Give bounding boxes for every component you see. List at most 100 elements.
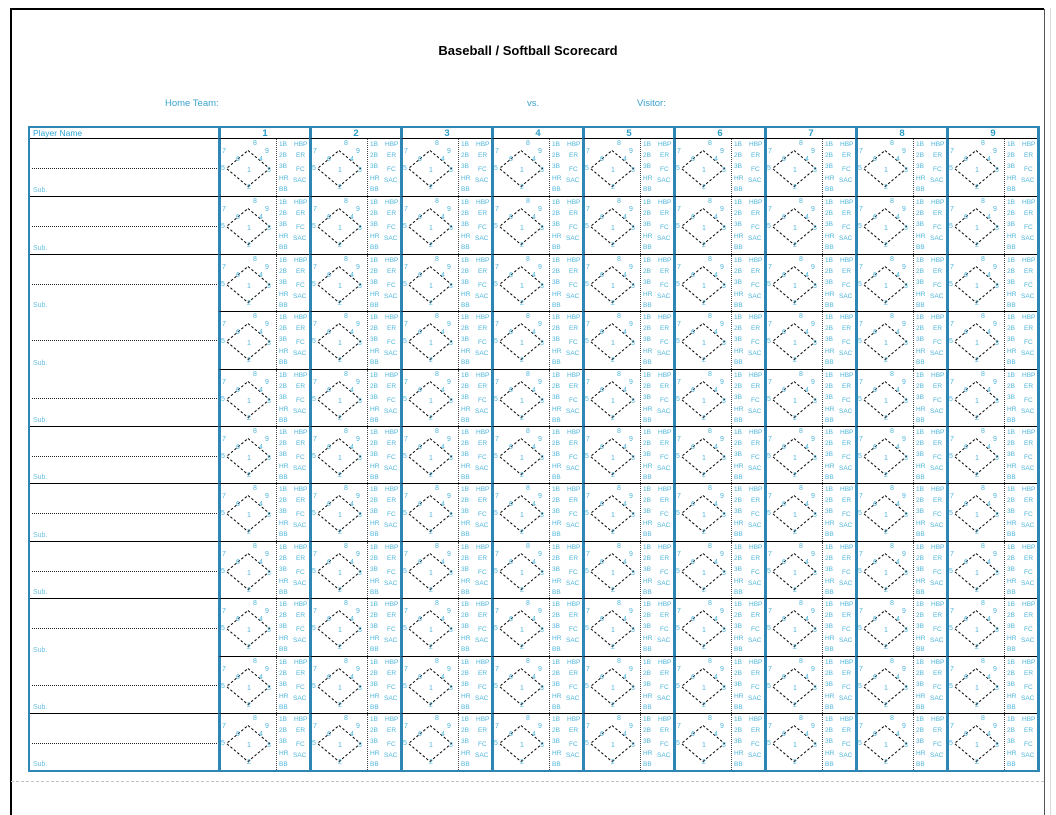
scoring-cell-5-6[interactable]: 8 7 9 6 4 5 3 1 2 1B 2B 3B HR BB HBP ER FC SAC — [673, 368, 764, 426]
scoring-cell-3-1[interactable]: 8 7 9 6 4 5 3 1 2 1B 2B 3B HR BB HBP ER FC SAC — [218, 253, 309, 312]
player-name-cell-10[interactable]: Sub. — [30, 655, 218, 713]
scoring-cell-9-3[interactable]: 8 7 9 6 4 5 3 1 2 1B 2B 3B HR BB HBP ER FC SAC — [400, 598, 491, 656]
scoring-cell-2-4[interactable]: 8 7 9 6 4 5 3 1 2 1B 2B 3B HR BB HBP ER FC SAC — [491, 196, 582, 254]
scoring-cell-5-9[interactable]: 8 7 9 6 4 5 3 1 2 1B 2B 3B HR BB HBP ER FC SAC — [946, 368, 1037, 426]
scoring-cell-6-1[interactable]: 8 7 9 6 4 5 3 1 2 1B 2B 3B HR BB HBP ER FC SAC — [218, 425, 309, 484]
scoring-cell-2-1[interactable]: 8 7 9 6 4 5 3 1 2 1B 2B 3B HR BB HBP ER FC SAC — [218, 196, 309, 254]
scoring-cell-4-3[interactable]: 8 7 9 6 4 5 3 1 2 1B 2B 3B HR BB HBP ER FC SAC — [400, 311, 491, 369]
scoring-cell-6-6[interactable]: 8 7 9 6 4 5 3 1 2 1B 2B 3B HR BB HBP ER FC SAC — [673, 425, 764, 484]
scoring-cell-5-2[interactable]: 8 7 9 6 4 5 3 1 2 1B 2B 3B HR BB HBP ER FC SAC — [309, 368, 400, 426]
scoring-cell-10-1[interactable]: 8 7 9 6 4 5 3 1 2 1B 2B 3B HR BB HBP ER FC SAC — [218, 655, 309, 713]
scoring-cell-4-1[interactable]: 8 7 9 6 4 5 3 1 2 1B 2B 3B HR BB HBP ER FC SAC — [218, 311, 309, 369]
player-name-cell-6[interactable]: Sub. — [30, 425, 218, 484]
player-name-cell-5[interactable]: Sub. — [30, 368, 218, 426]
scoring-cell-2-6[interactable]: 8 7 9 6 4 5 3 1 2 1B 2B 3B HR BB HBP ER FC SAC — [673, 196, 764, 254]
scoring-cell-2-5[interactable]: 8 7 9 6 4 5 3 1 2 1B 2B 3B HR BB HBP ER FC SAC — [582, 196, 673, 254]
scoring-cell-8-7[interactable]: 8 7 9 6 4 5 3 1 2 1B 2B 3B HR BB HBP ER FC SAC — [764, 540, 855, 599]
scoring-cell-2-8[interactable]: 8 7 9 6 4 5 3 1 2 1B 2B 3B HR BB HBP ER FC SAC — [855, 196, 946, 254]
scoring-cell-4-8[interactable]: 8 7 9 6 4 5 3 1 2 1B 2B 3B HR BB HBP ER FC SAC — [855, 311, 946, 369]
scoring-cell-4-5[interactable]: 8 7 9 6 4 5 3 1 2 1B 2B 3B HR BB HBP ER FC SAC — [582, 311, 673, 369]
scoring-cell-5-4[interactable]: 8 7 9 6 4 5 3 1 2 1B 2B 3B HR BB HBP ER FC SAC — [491, 368, 582, 426]
scoring-cell-2-9[interactable]: 8 7 9 6 4 5 3 1 2 1B 2B 3B HR BB HBP ER FC SAC — [946, 196, 1037, 254]
scoring-cell-11-6[interactable]: 8 7 9 6 4 5 3 1 2 1B 2B 3B HR BB HBP ER FC SAC — [673, 712, 764, 771]
scoring-cell-9-7[interactable]: 8 7 9 6 4 5 3 1 2 1B 2B 3B HR BB HBP ER FC SAC — [764, 598, 855, 656]
scoring-cell-10-3[interactable]: 8 7 9 6 4 5 3 1 2 1B 2B 3B HR BB HBP ER FC SAC — [400, 655, 491, 713]
scoring-cell-7-8[interactable]: 8 7 9 6 4 5 3 1 2 1B 2B 3B HR BB HBP ER FC SAC — [855, 483, 946, 541]
scoring-cell-1-2[interactable]: 8 7 9 6 4 5 3 1 2 1B 2B 3B HR BB HBP ER FC SAC — [309, 139, 400, 197]
scoring-cell-8-2[interactable]: 8 7 9 6 4 5 3 1 2 1B 2B 3B HR BB HBP ER FC SAC — [309, 540, 400, 599]
scoring-cell-4-4[interactable]: 8 7 9 6 4 5 3 1 2 1B 2B 3B HR BB HBP ER FC SAC — [491, 311, 582, 369]
scoring-cell-10-6[interactable]: 8 7 9 6 4 5 3 1 2 1B 2B 3B HR BB HBP ER FC SAC — [673, 655, 764, 713]
scoring-cell-2-2[interactable]: 8 7 9 6 4 5 3 1 2 1B 2B 3B HR BB HBP ER FC SAC — [309, 196, 400, 254]
scoring-cell-11-3[interactable]: 8 7 9 6 4 5 3 1 2 1B 2B 3B HR BB HBP ER FC SAC — [400, 712, 491, 771]
player-name-cell-11[interactable]: Sub. — [30, 712, 218, 771]
scoring-cell-8-3[interactable]: 8 7 9 6 4 5 3 1 2 1B 2B 3B HR BB HBP ER FC SAC — [400, 540, 491, 599]
player-name-cell-8[interactable]: Sub. — [30, 540, 218, 599]
scoring-cell-9-5[interactable]: 8 7 9 6 4 5 3 1 2 1B 2B 3B HR BB HBP ER FC SAC — [582, 598, 673, 656]
scoring-cell-3-4[interactable]: 8 7 9 6 4 5 3 1 2 1B 2B 3B HR BB HBP ER FC SAC — [491, 253, 582, 312]
scoring-cell-3-8[interactable]: 8 7 9 6 4 5 3 1 2 1B 2B 3B HR BB HBP ER FC SAC — [855, 253, 946, 312]
scoring-cell-2-7[interactable]: 8 7 9 6 4 5 3 1 2 1B 2B 3B HR BB HBP ER FC SAC — [764, 196, 855, 254]
scoring-cell-8-1[interactable]: 8 7 9 6 4 5 3 1 2 1B 2B 3B HR BB HBP ER FC SAC — [218, 540, 309, 599]
scoring-cell-8-5[interactable]: 8 7 9 6 4 5 3 1 2 1B 2B 3B HR BB HBP ER FC SAC — [582, 540, 673, 599]
scoring-cell-6-9[interactable]: 8 7 9 6 4 5 3 1 2 1B 2B 3B HR BB HBP ER FC SAC — [946, 425, 1037, 484]
scoring-cell-10-2[interactable]: 8 7 9 6 4 5 3 1 2 1B 2B 3B HR BB HBP ER FC SAC — [309, 655, 400, 713]
scoring-cell-6-3[interactable]: 8 7 9 6 4 5 3 1 2 1B 2B 3B HR BB HBP ER FC SAC — [400, 425, 491, 484]
scoring-cell-10-9[interactable]: 8 7 9 6 4 5 3 1 2 1B 2B 3B HR BB HBP ER FC SAC — [946, 655, 1037, 713]
scoring-cell-1-9[interactable]: 8 7 9 6 4 5 3 1 2 1B 2B 3B HR BB HBP ER FC SAC — [946, 139, 1037, 197]
scoring-cell-3-3[interactable]: 8 7 9 6 4 5 3 1 2 1B 2B 3B HR BB HBP ER FC SAC — [400, 253, 491, 312]
player-name-cell-2[interactable]: Sub. — [30, 196, 218, 254]
scoring-cell-1-3[interactable]: 8 7 9 6 4 5 3 1 2 1B 2B 3B HR BB HBP ER FC SAC — [400, 139, 491, 197]
scoring-cell-6-2[interactable]: 8 7 9 6 4 5 3 1 2 1B 2B 3B HR BB HBP ER FC SAC — [309, 425, 400, 484]
scoring-cell-7-2[interactable]: 8 7 9 6 4 5 3 1 2 1B 2B 3B HR BB HBP ER FC SAC — [309, 483, 400, 541]
scoring-cell-10-8[interactable]: 8 7 9 6 4 5 3 1 2 1B 2B 3B HR BB HBP ER FC SAC — [855, 655, 946, 713]
scoring-cell-10-4[interactable]: 8 7 9 6 4 5 3 1 2 1B 2B 3B HR BB HBP ER FC SAC — [491, 655, 582, 713]
scoring-cell-6-7[interactable]: 8 7 9 6 4 5 3 1 2 1B 2B 3B HR BB HBP ER FC SAC — [764, 425, 855, 484]
scoring-cell-5-3[interactable]: 8 7 9 6 4 5 3 1 2 1B 2B 3B HR BB HBP ER FC SAC — [400, 368, 491, 426]
scoring-cell-7-7[interactable]: 8 7 9 6 4 5 3 1 2 1B 2B 3B HR BB HBP ER FC SAC — [764, 483, 855, 541]
scoring-cell-1-5[interactable]: 8 7 9 6 4 5 3 1 2 1B 2B 3B HR BB HBP ER FC SAC — [582, 139, 673, 197]
scoring-cell-8-9[interactable]: 8 7 9 6 4 5 3 1 2 1B 2B 3B HR BB HBP ER FC SAC — [946, 540, 1037, 599]
scoring-cell-5-5[interactable]: 8 7 9 6 4 5 3 1 2 1B 2B 3B HR BB HBP ER FC SAC — [582, 368, 673, 426]
scoring-cell-8-6[interactable]: 8 7 9 6 4 5 3 1 2 1B 2B 3B HR BB HBP ER FC SAC — [673, 540, 764, 599]
scoring-cell-11-7[interactable]: 8 7 9 6 4 5 3 1 2 1B 2B 3B HR BB HBP ER FC SAC — [764, 712, 855, 771]
scoring-cell-11-9[interactable]: 8 7 9 6 4 5 3 1 2 1B 2B 3B HR BB HBP ER FC SAC — [946, 712, 1037, 771]
scoring-cell-9-2[interactable]: 8 7 9 6 4 5 3 1 2 1B 2B 3B HR BB HBP ER FC SAC — [309, 598, 400, 656]
scoring-cell-9-9[interactable]: 8 7 9 6 4 5 3 1 2 1B 2B 3B HR BB HBP ER FC SAC — [946, 598, 1037, 656]
scoring-cell-6-4[interactable]: 8 7 9 6 4 5 3 1 2 1B 2B 3B HR BB HBP ER FC SAC — [491, 425, 582, 484]
scoring-cell-3-2[interactable]: 8 7 9 6 4 5 3 1 2 1B 2B 3B HR BB HBP ER FC SAC — [309, 253, 400, 312]
player-name-cell-9[interactable]: Sub. — [30, 598, 218, 656]
scoring-cell-3-9[interactable]: 8 7 9 6 4 5 3 1 2 1B 2B 3B HR BB HBP ER FC SAC — [946, 253, 1037, 312]
scoring-cell-1-7[interactable]: 8 7 9 6 4 5 3 1 2 1B 2B 3B HR BB HBP ER FC SAC — [764, 139, 855, 197]
player-name-cell-7[interactable]: Sub. — [30, 483, 218, 541]
scoring-cell-7-5[interactable]: 8 7 9 6 4 5 3 1 2 1B 2B 3B HR BB HBP ER FC SAC — [582, 483, 673, 541]
scoring-cell-1-4[interactable]: 8 7 9 6 4 5 3 1 2 1B 2B 3B HR BB HBP ER FC SAC — [491, 139, 582, 197]
scoring-cell-9-6[interactable]: 8 7 9 6 4 5 3 1 2 1B 2B 3B HR BB HBP ER FC SAC — [673, 598, 764, 656]
scoring-cell-7-4[interactable]: 8 7 9 6 4 5 3 1 2 1B 2B 3B HR BB HBP ER FC SAC — [491, 483, 582, 541]
scoring-cell-5-8[interactable]: 8 7 9 6 4 5 3 1 2 1B 2B 3B HR BB HBP ER FC SAC — [855, 368, 946, 426]
scoring-cell-1-6[interactable]: 8 7 9 6 4 5 3 1 2 1B 2B 3B HR BB HBP ER FC SAC — [673, 139, 764, 197]
scoring-cell-7-6[interactable]: 8 7 9 6 4 5 3 1 2 1B 2B 3B HR BB HBP ER FC SAC — [673, 483, 764, 541]
scoring-cell-1-1[interactable]: 8 7 9 6 4 5 3 1 2 1B 2B 3B HR BB HBP ER FC SAC — [218, 139, 309, 197]
scoring-cell-4-9[interactable]: 8 7 9 6 4 5 3 1 2 1B 2B 3B HR BB HBP ER FC SAC — [946, 311, 1037, 369]
scoring-cell-3-5[interactable]: 8 7 9 6 4 5 3 1 2 1B 2B 3B HR BB HBP ER FC SAC — [582, 253, 673, 312]
player-name-cell-1[interactable]: Sub. — [30, 139, 218, 197]
scoring-cell-7-9[interactable]: 8 7 9 6 4 5 3 1 2 1B 2B 3B HR BB HBP ER FC SAC — [946, 483, 1037, 541]
scoring-cell-4-2[interactable]: 8 7 9 6 4 5 3 1 2 1B 2B 3B HR BB HBP ER FC SAC — [309, 311, 400, 369]
scoring-cell-9-8[interactable]: 8 7 9 6 4 5 3 1 2 1B 2B 3B HR BB HBP ER FC SAC — [855, 598, 946, 656]
scoring-cell-4-6[interactable]: 8 7 9 6 4 5 3 1 2 1B 2B 3B HR BB HBP ER FC SAC — [673, 311, 764, 369]
scoring-cell-11-8[interactable]: 8 7 9 6 4 5 3 1 2 1B 2B 3B HR BB HBP ER FC SAC — [855, 712, 946, 771]
scoring-cell-4-7[interactable]: 8 7 9 6 4 5 3 1 2 1B 2B 3B HR BB HBP ER FC SAC — [764, 311, 855, 369]
scoring-cell-1-8[interactable]: 8 7 9 6 4 5 3 1 2 1B 2B 3B HR BB HBP ER FC SAC — [855, 139, 946, 197]
scoring-cell-10-5[interactable]: 8 7 9 6 4 5 3 1 2 1B 2B 3B HR BB HBP ER FC SAC — [582, 655, 673, 713]
scoring-cell-9-4[interactable]: 8 7 9 6 4 5 3 1 2 1B 2B 3B HR BB HBP ER FC SAC — [491, 598, 582, 656]
scoring-cell-8-4[interactable]: 8 7 9 6 4 5 3 1 2 1B 2B 3B HR BB HBP ER FC SAC — [491, 540, 582, 599]
scoring-cell-7-1[interactable]: 8 7 9 6 4 5 3 1 2 1B 2B 3B HR BB HBP ER FC SAC — [218, 483, 309, 541]
scoring-cell-5-1[interactable]: 8 7 9 6 4 5 3 1 2 1B 2B 3B HR BB HBP ER FC SAC — [218, 368, 309, 426]
scoring-cell-5-7[interactable]: 8 7 9 6 4 5 3 1 2 1B 2B 3B HR BB HBP ER FC SAC — [764, 368, 855, 426]
scoring-cell-3-7[interactable]: 8 7 9 6 4 5 3 1 2 1B 2B 3B HR BB HBP ER FC SAC — [764, 253, 855, 312]
scoring-cell-2-3[interactable]: 8 7 9 6 4 5 3 1 2 1B 2B 3B HR BB HBP ER FC SAC — [400, 196, 491, 254]
scoring-cell-11-4[interactable]: 8 7 9 6 4 5 3 1 2 1B 2B 3B HR BB HBP ER FC SAC — [491, 712, 582, 771]
scoring-cell-11-5[interactable]: 8 7 9 6 4 5 3 1 2 1B 2B 3B HR BB HBP ER FC SAC — [582, 712, 673, 771]
scoring-cell-9-1[interactable]: 8 7 9 6 4 5 3 1 2 1B 2B 3B HR BB HBP ER FC SAC — [218, 598, 309, 656]
